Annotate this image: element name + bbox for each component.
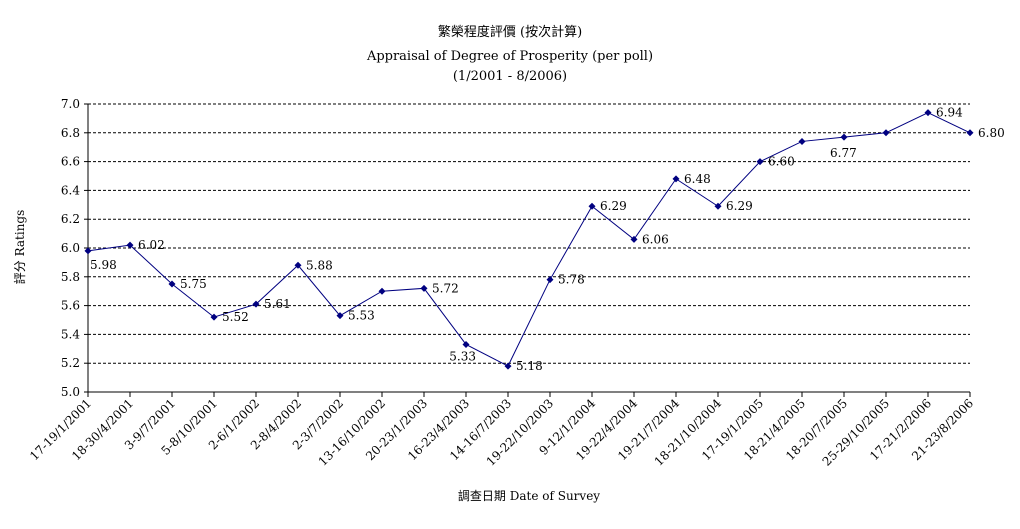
data-point <box>336 312 344 320</box>
data-point <box>378 287 386 295</box>
data-point <box>840 133 848 141</box>
data-label: 6.29 <box>600 199 627 213</box>
data-point <box>420 284 428 292</box>
y-tick-label: 6.2 <box>61 212 80 226</box>
chart-subtitle: Appraisal of Degree of Prosperity (per p… <box>366 49 653 64</box>
data-labels: 5.98 6.02 5.75 5.52 5.61 5.88 5.53 5.72 5.33 5.18… <box>90 106 1005 373</box>
data-point <box>798 137 806 145</box>
data-label: 5.61 <box>264 297 291 311</box>
data-points <box>84 109 974 370</box>
data-label: 5.53 <box>348 309 375 323</box>
data-point <box>294 261 302 269</box>
y-tick-label: 7.0 <box>61 97 80 111</box>
y-tick-label: 5.2 <box>61 356 80 370</box>
y-tick-label: 6.4 <box>61 183 80 197</box>
y-tick-label: 5.6 <box>61 299 80 313</box>
data-point <box>966 129 974 137</box>
data-label: 5.78 <box>558 273 585 287</box>
data-label: 6.06 <box>642 232 669 246</box>
data-label: 6.48 <box>684 172 711 186</box>
data-point <box>84 247 92 255</box>
series-line <box>87 112 971 367</box>
y-tick-label: 5.0 <box>61 385 80 399</box>
series-polyline <box>87 112 971 367</box>
data-label: 6.02 <box>138 238 165 252</box>
chart-period: (1/2001 - 8/2006) <box>453 69 567 84</box>
data-point <box>756 158 764 166</box>
data-point <box>210 313 218 321</box>
y-tick-label: 6.8 <box>61 126 80 140</box>
data-label: 5.52 <box>222 310 249 324</box>
data-label: 5.33 <box>449 349 476 363</box>
y-tick-label: 6.6 <box>61 155 80 169</box>
data-label: 5.75 <box>180 277 207 291</box>
data-point <box>924 109 932 117</box>
data-label: 6.94 <box>936 106 963 120</box>
data-point <box>588 202 596 210</box>
data-label: 6.60 <box>768 155 795 169</box>
data-label: 5.72 <box>432 281 459 295</box>
y-tick-label: 5.8 <box>61 270 80 284</box>
x-axis-title: 調查日期 Date of Survey <box>458 489 600 503</box>
data-point <box>168 280 176 288</box>
data-label: 6.77 <box>830 146 857 160</box>
data-point <box>714 202 722 210</box>
data-label: 5.18 <box>516 359 543 373</box>
gridlines <box>88 103 970 364</box>
data-label: 6.29 <box>726 199 753 213</box>
chart-title: 繁榮程度評價 (按次計算) <box>438 24 582 40</box>
y-tick-label: 6.0 <box>61 241 80 255</box>
y-tick-labels: 5.0 5.2 5.4 5.6 5.8 6.0 6.2 6.4 6.6 6.8 7.0 <box>61 97 80 399</box>
x-tick-labels: 17-19/1/200118-30/4/20013-9/7/20015-8/10… <box>27 396 976 469</box>
data-point <box>882 129 890 137</box>
y-tick-label: 5.4 <box>61 327 80 341</box>
data-label: 6.80 <box>978 126 1005 140</box>
data-point <box>126 241 134 249</box>
y-axis-title: 評分 Ratings <box>12 210 27 285</box>
data-point <box>546 276 554 284</box>
data-point <box>672 175 680 183</box>
data-point <box>462 340 470 348</box>
data-label: 5.98 <box>90 258 117 272</box>
data-point <box>630 235 638 243</box>
data-point <box>504 362 512 370</box>
data-point <box>252 300 260 308</box>
data-label: 5.88 <box>306 258 333 272</box>
